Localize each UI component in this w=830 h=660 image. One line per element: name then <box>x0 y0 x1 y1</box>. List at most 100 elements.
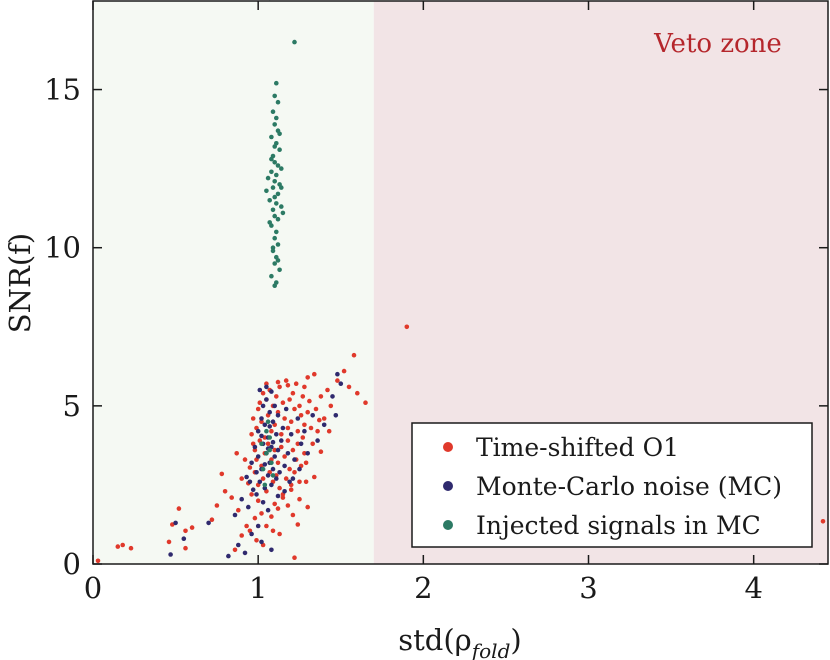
point-time-shifted-o1 <box>298 413 304 418</box>
point-monte-carlo-noise-mc <box>287 479 292 485</box>
point-injected-signals-in-mc <box>272 144 278 149</box>
point-injected-signals-in-mc <box>272 93 278 99</box>
x-tick-label: 4 <box>744 571 762 605</box>
point-monte-carlo-noise-mc <box>259 416 264 421</box>
point-monte-carlo-noise-mc <box>274 476 279 481</box>
point-injected-signals-in-mc <box>279 204 284 209</box>
point-injected-signals-in-mc <box>275 258 281 263</box>
point-monte-carlo-noise-mc <box>275 447 281 453</box>
veto-zone-label: Veto zone <box>653 29 782 59</box>
x-tick-label: 2 <box>414 571 432 605</box>
point-injected-signals-in-mc <box>272 283 278 289</box>
legend-box <box>411 422 813 548</box>
point-time-shifted-o1 <box>277 384 282 390</box>
point-time-shifted-o1 <box>328 403 334 409</box>
point-time-shifted-o1 <box>275 379 281 385</box>
point-monte-carlo-noise-mc <box>305 451 311 456</box>
point-monte-carlo-noise-mc <box>262 422 268 428</box>
point-time-shifted-o1 <box>288 487 294 493</box>
point-injected-signals-in-mc <box>262 482 268 488</box>
point-time-shifted-o1 <box>295 522 301 527</box>
point-time-shifted-o1 <box>290 512 296 518</box>
point-injected-signals-in-mc <box>277 147 282 152</box>
point-monte-carlo-noise-mc <box>288 432 294 437</box>
point-time-shifted-o1 <box>270 528 276 534</box>
point-injected-signals-in-mc <box>267 220 273 225</box>
point-time-shifted-o1 <box>229 495 234 500</box>
point-time-shifted-o1 <box>285 383 291 388</box>
point-injected-signals-in-mc <box>274 229 279 235</box>
legend: Time-shifted O1 Monte-Carlo noise (MC) I… <box>411 422 813 548</box>
point-time-shifted-o1 <box>310 441 316 447</box>
point-injected-signals-in-mc <box>264 188 269 194</box>
point-time-shifted-o1 <box>214 503 220 508</box>
axes-layer: 0 1 2 3 4 0 5 10 15 <box>44 0 829 605</box>
point-time-shifted-o1 <box>128 545 134 551</box>
point-time-shifted-o1 <box>305 375 311 380</box>
point-time-shifted-o1 <box>176 506 182 511</box>
point-time-shifted-o1 <box>297 479 302 485</box>
point-monte-carlo-noise-mc <box>259 433 264 439</box>
point-injected-signals-in-mc <box>277 267 282 273</box>
point-time-shifted-o1 <box>279 432 284 437</box>
point-monte-carlo-noise-mc <box>260 500 266 505</box>
point-monte-carlo-noise-mc <box>270 419 276 425</box>
point-time-shifted-o1 <box>317 417 322 423</box>
point-time-shifted-o1 <box>285 438 291 443</box>
point-time-shifted-o1 <box>277 485 282 491</box>
point-monte-carlo-noise-mc <box>257 479 263 485</box>
point-time-shifted-o1 <box>288 419 294 425</box>
point-injected-signals-in-mc <box>272 194 278 200</box>
point-time-shifted-o1 <box>254 538 259 543</box>
point-injected-signals-in-mc <box>259 441 264 447</box>
point-time-shifted-o1 <box>285 503 291 508</box>
point-time-shifted-o1 <box>292 555 297 560</box>
point-injected-signals-in-mc <box>277 131 282 137</box>
point-time-shifted-o1 <box>363 400 368 406</box>
point-monte-carlo-noise-mc <box>255 428 261 434</box>
point-time-shifted-o1 <box>269 514 274 519</box>
point-time-shifted-o1 <box>255 498 261 504</box>
point-monte-carlo-noise-mc <box>255 454 261 459</box>
point-monte-carlo-noise-mc <box>330 394 335 399</box>
point-injected-signals-in-mc <box>274 172 279 178</box>
point-time-shifted-o1 <box>239 533 244 538</box>
point-time-shifted-o1 <box>318 449 324 455</box>
point-monte-carlo-noise-mc <box>310 413 316 418</box>
point-time-shifted-o1 <box>302 422 307 428</box>
point-time-shifted-o1 <box>115 544 121 549</box>
point-monte-carlo-noise-mc <box>267 424 273 429</box>
point-monte-carlo-noise-mc <box>260 403 266 409</box>
point-injected-signals-in-mc <box>275 99 281 105</box>
legend-label-injected-signals: Injected signals in MC <box>476 511 761 540</box>
point-time-shifted-o1 <box>222 489 228 494</box>
point-time-shifted-o1 <box>335 378 340 383</box>
y-tick-label: 0 <box>63 547 81 581</box>
point-time-shifted-o1 <box>183 545 188 551</box>
point-injected-signals-in-mc <box>275 216 281 222</box>
point-time-shifted-o1 <box>303 460 309 466</box>
point-injected-signals-in-mc <box>270 185 276 190</box>
point-time-shifted-o1 <box>236 507 241 513</box>
point-time-shifted-o1 <box>232 547 238 553</box>
point-time-shifted-o1 <box>300 435 306 440</box>
point-monte-carlo-noise-mc <box>302 428 307 434</box>
point-monte-carlo-noise-mc <box>283 406 289 412</box>
point-time-shifted-o1 <box>255 406 261 412</box>
point-injected-signals-in-mc <box>265 419 271 425</box>
point-injected-signals-in-mc <box>272 122 278 127</box>
point-monte-carlo-noise-mc <box>244 474 249 480</box>
point-monte-carlo-noise-mc <box>298 441 304 447</box>
legend-label-time-shifted-o1: Time-shifted O1 <box>476 433 679 462</box>
point-time-shifted-o1 <box>275 460 281 466</box>
point-time-shifted-o1 <box>305 409 311 415</box>
point-monte-carlo-noise-mc <box>292 457 297 462</box>
point-monte-carlo-noise-mc <box>232 512 238 518</box>
point-time-shifted-o1 <box>283 378 289 383</box>
point-time-shifted-o1 <box>297 403 302 409</box>
point-time-shifted-o1 <box>303 479 309 485</box>
legend-marker-time-shifted-o1 <box>443 442 453 452</box>
y-tick-label: 5 <box>63 389 81 423</box>
point-time-shifted-o1 <box>341 368 347 374</box>
